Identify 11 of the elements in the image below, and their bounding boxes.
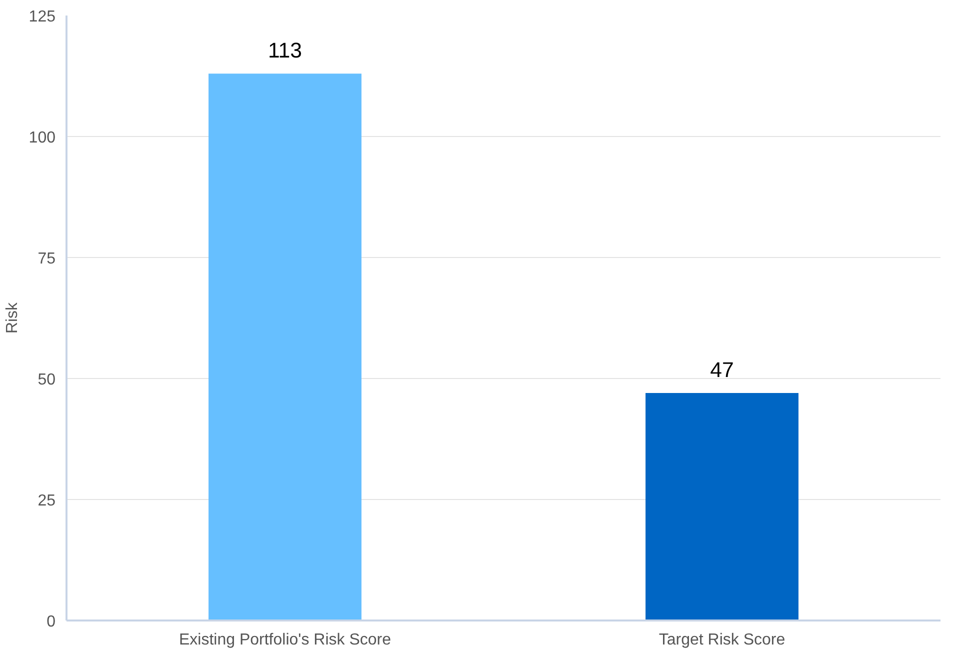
data-label: 47 bbox=[710, 358, 734, 382]
x-tick-label: Target Risk Score bbox=[658, 632, 786, 648]
x-tick-label: Existing Portfolio's Risk Score bbox=[178, 632, 392, 648]
y-axis-title: Risk bbox=[4, 301, 21, 334]
y-tick-label: 75 bbox=[38, 250, 56, 268]
y-tick-label: 0 bbox=[46, 614, 56, 630]
data-label: 113 bbox=[268, 38, 302, 63]
y-tick-label: 25 bbox=[38, 492, 56, 510]
y-tick-label: 50 bbox=[38, 372, 56, 388]
y-tick-label: 125 bbox=[28, 8, 56, 26]
y-tick-label: 100 bbox=[28, 130, 56, 146]
